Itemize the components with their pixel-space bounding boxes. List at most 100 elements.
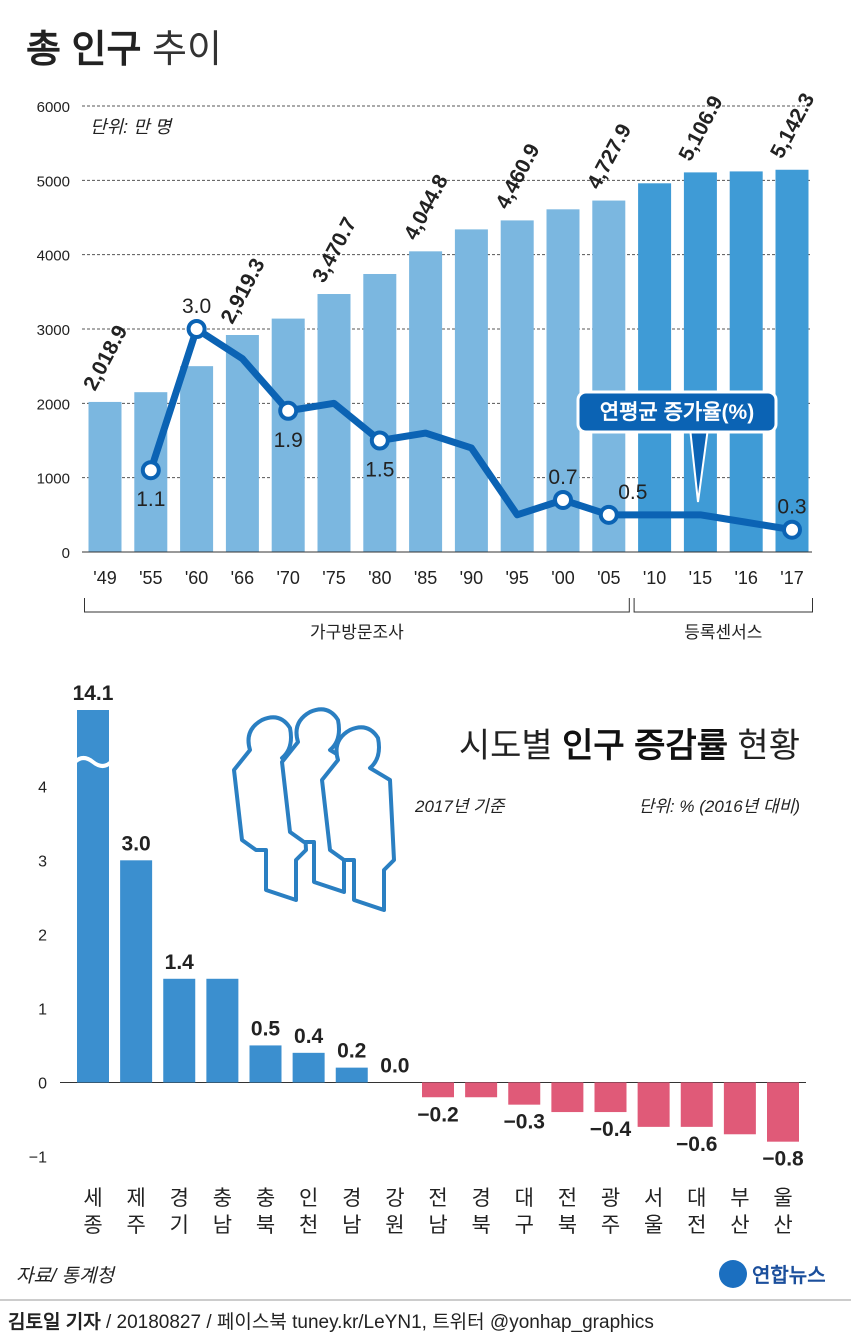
line-point [278, 400, 299, 421]
y-tick-label: 2000 [37, 396, 70, 413]
bar [292, 1052, 325, 1083]
legend-callout: 연평균 증가율(%) [576, 390, 778, 503]
line-value-label: 0.5 [618, 481, 647, 504]
bar [683, 172, 717, 553]
line-value-label: 0.3 [777, 496, 806, 519]
bar [551, 1082, 584, 1113]
line-point [186, 319, 207, 339]
bar [422, 1082, 454, 1098]
bar [680, 1082, 713, 1127]
value-label: 0.0 [380, 1054, 409, 1077]
line-point [553, 489, 573, 510]
line [147, 325, 793, 534]
title-bold: 총 인구 [26, 29, 141, 71]
bar [271, 318, 305, 552]
bar [363, 273, 397, 552]
credit-info: / 20180827 / 페이스북 tuney.kr/LeYN1, 트위터 @y… [101, 1311, 654, 1333]
bar [409, 251, 443, 552]
y-tick-label: 4 [38, 779, 47, 796]
axis-break [73, 756, 113, 768]
group-bracket [633, 598, 813, 613]
bar [594, 1082, 627, 1113]
bar [638, 183, 672, 552]
y-tick-label: 6000 [37, 99, 70, 116]
chart-title: 시도별 인구 증감률 현황 [459, 727, 800, 765]
group-label: 가구방문조사 [310, 623, 404, 642]
bar [775, 169, 809, 552]
x-tick-label: '66 [231, 568, 254, 588]
bar [77, 710, 109, 1083]
unit-note: 단위: 만 명 [90, 117, 174, 137]
line-value-label: 1.9 [274, 429, 303, 452]
bar [163, 978, 196, 1083]
line-point [598, 504, 619, 525]
chart-title: 총 인구 추이 [26, 29, 222, 71]
x-tick-label: '00 [551, 568, 574, 588]
bar [723, 1082, 756, 1135]
y-tick-label: 4000 [37, 248, 70, 265]
x-tick-label: '05 [597, 568, 620, 588]
x-tick-label: '10 [643, 568, 666, 588]
line-point [782, 519, 802, 540]
line-value-label: 3.0 [182, 295, 211, 318]
value-label: 3.0 [122, 832, 151, 855]
x-tick-label: '75 [322, 568, 345, 588]
title-part: 시도별 [459, 727, 562, 765]
credit-name: 김토일 기자 [8, 1311, 101, 1333]
bar [249, 1045, 282, 1083]
line-value-label: 0.7 [548, 466, 577, 489]
logo-text: 연합뉴스 [752, 1264, 826, 1287]
bar [465, 1082, 498, 1098]
x-tick-label: '80 [368, 568, 391, 588]
y-tick-label: 0 [62, 545, 70, 562]
note: 2017년 기준 [414, 797, 506, 816]
y-tick-label: 1000 [37, 471, 70, 488]
group-label: 등록센서스 [684, 623, 762, 642]
people-icon [232, 707, 396, 912]
x-tick-label: '85 [414, 568, 437, 588]
x-tick-label: '55 [139, 568, 162, 588]
line-value-label: 1.5 [365, 459, 394, 482]
value-label: 14.1 [73, 682, 114, 705]
title-bold: 인구 증감률 [562, 727, 728, 765]
value-label: −0.6 [676, 1133, 717, 1156]
value-label: 0.4 [294, 1025, 324, 1048]
bar [637, 1082, 670, 1127]
logo-mark [719, 1260, 747, 1288]
value-label: 0.2 [337, 1040, 366, 1063]
region-chart: −1 0 1 2 3 4 14.1 세 종 3.0 제 주 1.4 경 기 충 남 0.5 충 북 0.4 인 천 0.2 경 남… [29, 682, 806, 1237]
value-label: 0.5 [251, 1017, 281, 1040]
x-tick-label: '60 [185, 568, 208, 588]
value-label: −0.2 [417, 1103, 458, 1126]
credit: 김토일 기자 / 20180827 / 페이스북 tuney.kr/LeYN1,… [8, 1311, 654, 1333]
title-light: 추이 [152, 29, 222, 71]
y-tick-label: 1 [38, 1001, 47, 1018]
y-tick-label: 0 [38, 1075, 47, 1092]
title-part: 현황 [728, 727, 800, 765]
x-tick-label: '95 [505, 568, 528, 588]
y-tick-label: 2 [38, 927, 47, 944]
x-tick-label: '16 [734, 568, 757, 588]
line-point [140, 460, 161, 481]
x-tick-label: '17 [780, 568, 803, 588]
bar [508, 1082, 541, 1105]
logo: 연합뉴스 [719, 1260, 826, 1288]
y-tick-label: 5000 [37, 173, 70, 190]
value-label: −0.8 [762, 1148, 804, 1171]
bar [180, 366, 214, 552]
group-bracket [84, 598, 630, 613]
